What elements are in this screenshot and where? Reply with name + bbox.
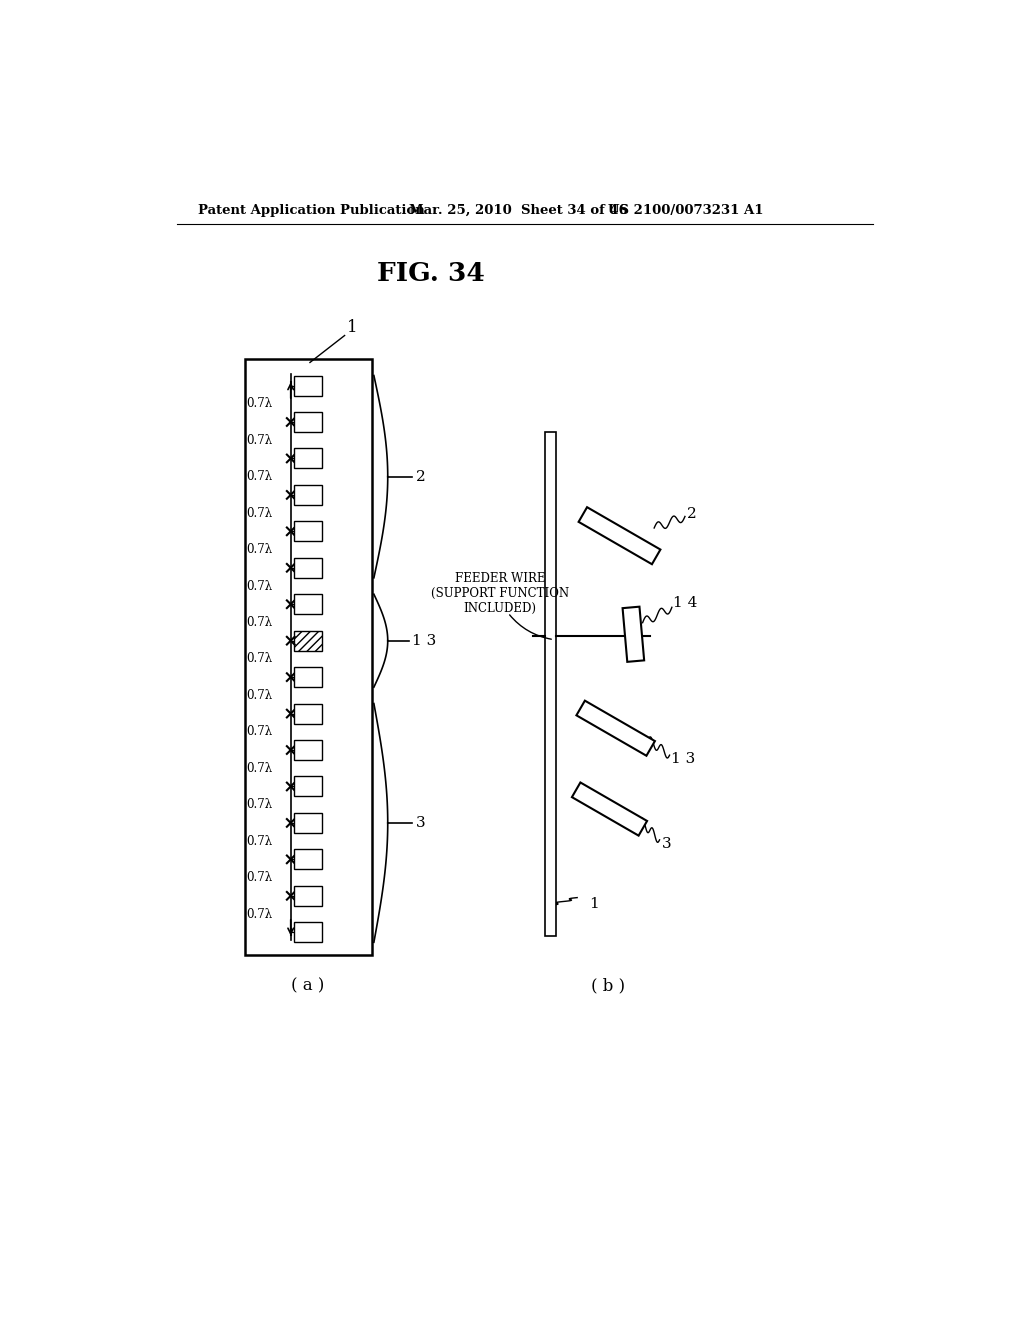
Text: 0.7λ: 0.7λ (246, 762, 272, 775)
Text: 3: 3 (662, 837, 672, 850)
Text: 0.7λ: 0.7λ (246, 434, 272, 446)
Bar (294, 813, 322, 833)
Text: 0.7λ: 0.7λ (246, 908, 272, 920)
Bar (294, 923, 322, 942)
Polygon shape (572, 783, 647, 836)
Bar (245, 359, 372, 956)
Text: 1: 1 (589, 896, 598, 911)
Bar (294, 849, 322, 870)
Text: 0.7λ: 0.7λ (246, 799, 272, 812)
Polygon shape (579, 507, 660, 564)
Text: Patent Application Publication: Patent Application Publication (199, 205, 425, 218)
Text: 2: 2 (416, 470, 426, 483)
Text: FIG. 34: FIG. 34 (377, 261, 484, 286)
Bar (294, 521, 322, 541)
Text: 0.7λ: 0.7λ (246, 579, 272, 593)
Text: 0.7λ: 0.7λ (246, 397, 272, 411)
Text: 1 3: 1 3 (413, 634, 436, 648)
Bar (294, 704, 322, 723)
Bar (294, 886, 322, 906)
Bar (294, 594, 322, 614)
Text: 0.7λ: 0.7λ (246, 871, 272, 884)
Bar (294, 412, 322, 432)
Text: ( b ): ( b ) (591, 978, 625, 995)
Text: 0.7λ: 0.7λ (246, 507, 272, 520)
Text: 0.7λ: 0.7λ (246, 834, 272, 847)
Text: FEEDER WIRE
(SUPPORT FUNCTION
INCLUDED): FEEDER WIRE (SUPPORT FUNCTION INCLUDED) (431, 572, 569, 615)
Text: 0.7λ: 0.7λ (246, 689, 272, 702)
Text: 0.7λ: 0.7λ (246, 470, 272, 483)
Text: 2: 2 (687, 507, 697, 521)
Text: ( a ): ( a ) (292, 978, 325, 995)
Text: 0.7λ: 0.7λ (246, 725, 272, 738)
Bar (294, 558, 322, 578)
Bar (294, 776, 322, 796)
Text: 0.7λ: 0.7λ (246, 616, 272, 628)
Text: US 2100/0073231 A1: US 2100/0073231 A1 (608, 205, 764, 218)
Text: 0.7λ: 0.7λ (246, 652, 272, 665)
Text: 1 4: 1 4 (674, 597, 697, 610)
Text: Mar. 25, 2010  Sheet 34 of 46: Mar. 25, 2010 Sheet 34 of 46 (410, 205, 628, 218)
Text: 3: 3 (416, 816, 426, 830)
Text: 1 3: 1 3 (671, 752, 695, 766)
Bar (294, 631, 322, 651)
Bar (294, 484, 322, 506)
Bar (294, 449, 322, 469)
Text: 1: 1 (347, 319, 357, 337)
Polygon shape (623, 607, 644, 661)
Bar (545, 432, 556, 936)
Polygon shape (577, 701, 655, 756)
Bar (294, 667, 322, 688)
Bar (294, 376, 322, 396)
Text: 0.7λ: 0.7λ (246, 543, 272, 556)
Bar (294, 741, 322, 760)
